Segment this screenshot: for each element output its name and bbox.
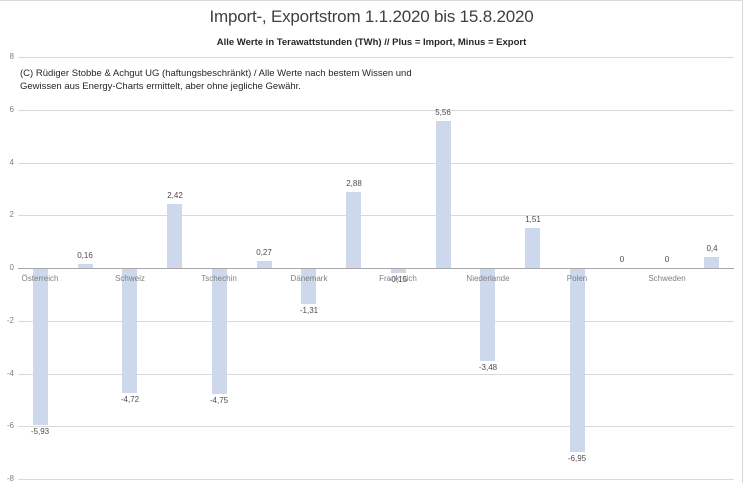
gridline — [18, 57, 734, 58]
y-axis-tick-label: -4 — [6, 369, 14, 378]
category-label-schweden: Schweden — [648, 274, 686, 283]
category-label-schweiz: Schweiz — [115, 274, 145, 283]
bar-tschechin — [212, 269, 227, 394]
category-label-niederlande: Niederlande — [466, 274, 510, 283]
category-label-österreich: Österreich — [21, 274, 59, 283]
bar-value-label: -1,31 — [299, 306, 319, 315]
bar-series-9 — [436, 121, 451, 268]
bar-value-label: 0 — [664, 255, 670, 264]
bar-series-3 — [167, 204, 182, 268]
bar-value-label: -0,15 — [388, 275, 408, 284]
y-axis-tick-label: 8 — [9, 52, 14, 61]
bar-dänemark — [301, 269, 316, 304]
zero-axis-line — [18, 268, 734, 269]
bar-value-label: -3,48 — [478, 363, 498, 372]
copyright-annotation: (C) Rüdiger Stobbe & Achgut UG (haftungs… — [20, 67, 412, 93]
bar-schweiz — [122, 269, 137, 393]
category-label-dänemark: Dänemark — [290, 274, 328, 283]
gridline — [18, 321, 734, 322]
bar-value-label: 1,51 — [525, 215, 541, 224]
bar-series-11 — [525, 228, 540, 268]
copyright-annotation-line-2: Gewissen aus Energy-Charts ermittelt, ab… — [20, 81, 301, 92]
copyright-annotation-line-1: (C) Rüdiger Stobbe & Achgut UG (haftungs… — [20, 68, 412, 79]
gridline — [18, 163, 734, 164]
chart-title: Import-, Exportstrom 1.1.2020 bis 15.8.2… — [209, 7, 534, 26]
y-axis-tick-label: -6 — [6, 421, 14, 430]
bar-niederlande — [480, 269, 495, 361]
gridline — [18, 110, 734, 111]
gridline — [18, 215, 734, 216]
bar-series-1 — [78, 264, 93, 268]
bar-frankreich — [391, 269, 406, 273]
y-axis-tick-label: -2 — [6, 316, 14, 325]
bar-value-label: 0 — [619, 255, 625, 264]
bar-value-label: -6,95 — [567, 454, 587, 463]
gridline — [18, 479, 734, 480]
bar-value-label: 2,42 — [167, 191, 183, 200]
chart-subtitle: Alle Werte in Terawattstunden (TWh) // P… — [216, 37, 527, 48]
y-axis-tick-label: -8 — [6, 474, 14, 483]
bar-series-15 — [704, 257, 719, 268]
plot-area: -5,93 Österreich 0,16 -4,72 Schweiz 2,42 -4,75… — [18, 57, 734, 480]
category-label-tschechin: Tschechin — [201, 274, 237, 283]
category-label-polen: Polen — [566, 274, 588, 283]
y-axis-tick-label: 6 — [9, 105, 14, 114]
bar-value-label: 0,27 — [256, 248, 272, 257]
bar-value-label: -4,72 — [120, 395, 140, 404]
y-axis-tick-label: 2 — [9, 210, 14, 219]
y-axis-tick-label: 0 — [9, 263, 14, 272]
category-label-frankreich: Frankreich — [379, 274, 417, 283]
bar-value-label: -5,93 — [30, 427, 50, 436]
bar-value-label: 0,16 — [77, 251, 93, 260]
bar-series-7 — [346, 192, 361, 268]
bar-value-label: 0,4 — [706, 244, 718, 253]
gridline — [18, 426, 734, 427]
bar-value-label: 2,88 — [346, 179, 362, 188]
bar-österreich — [33, 269, 48, 425]
bar-value-label: -4,75 — [209, 396, 229, 405]
bar-value-label: 5,56 — [435, 108, 451, 117]
bar-polen — [570, 269, 585, 452]
bar-series-5 — [257, 261, 272, 268]
gridline — [18, 374, 734, 375]
y-axis-tick-label: 4 — [9, 158, 14, 167]
